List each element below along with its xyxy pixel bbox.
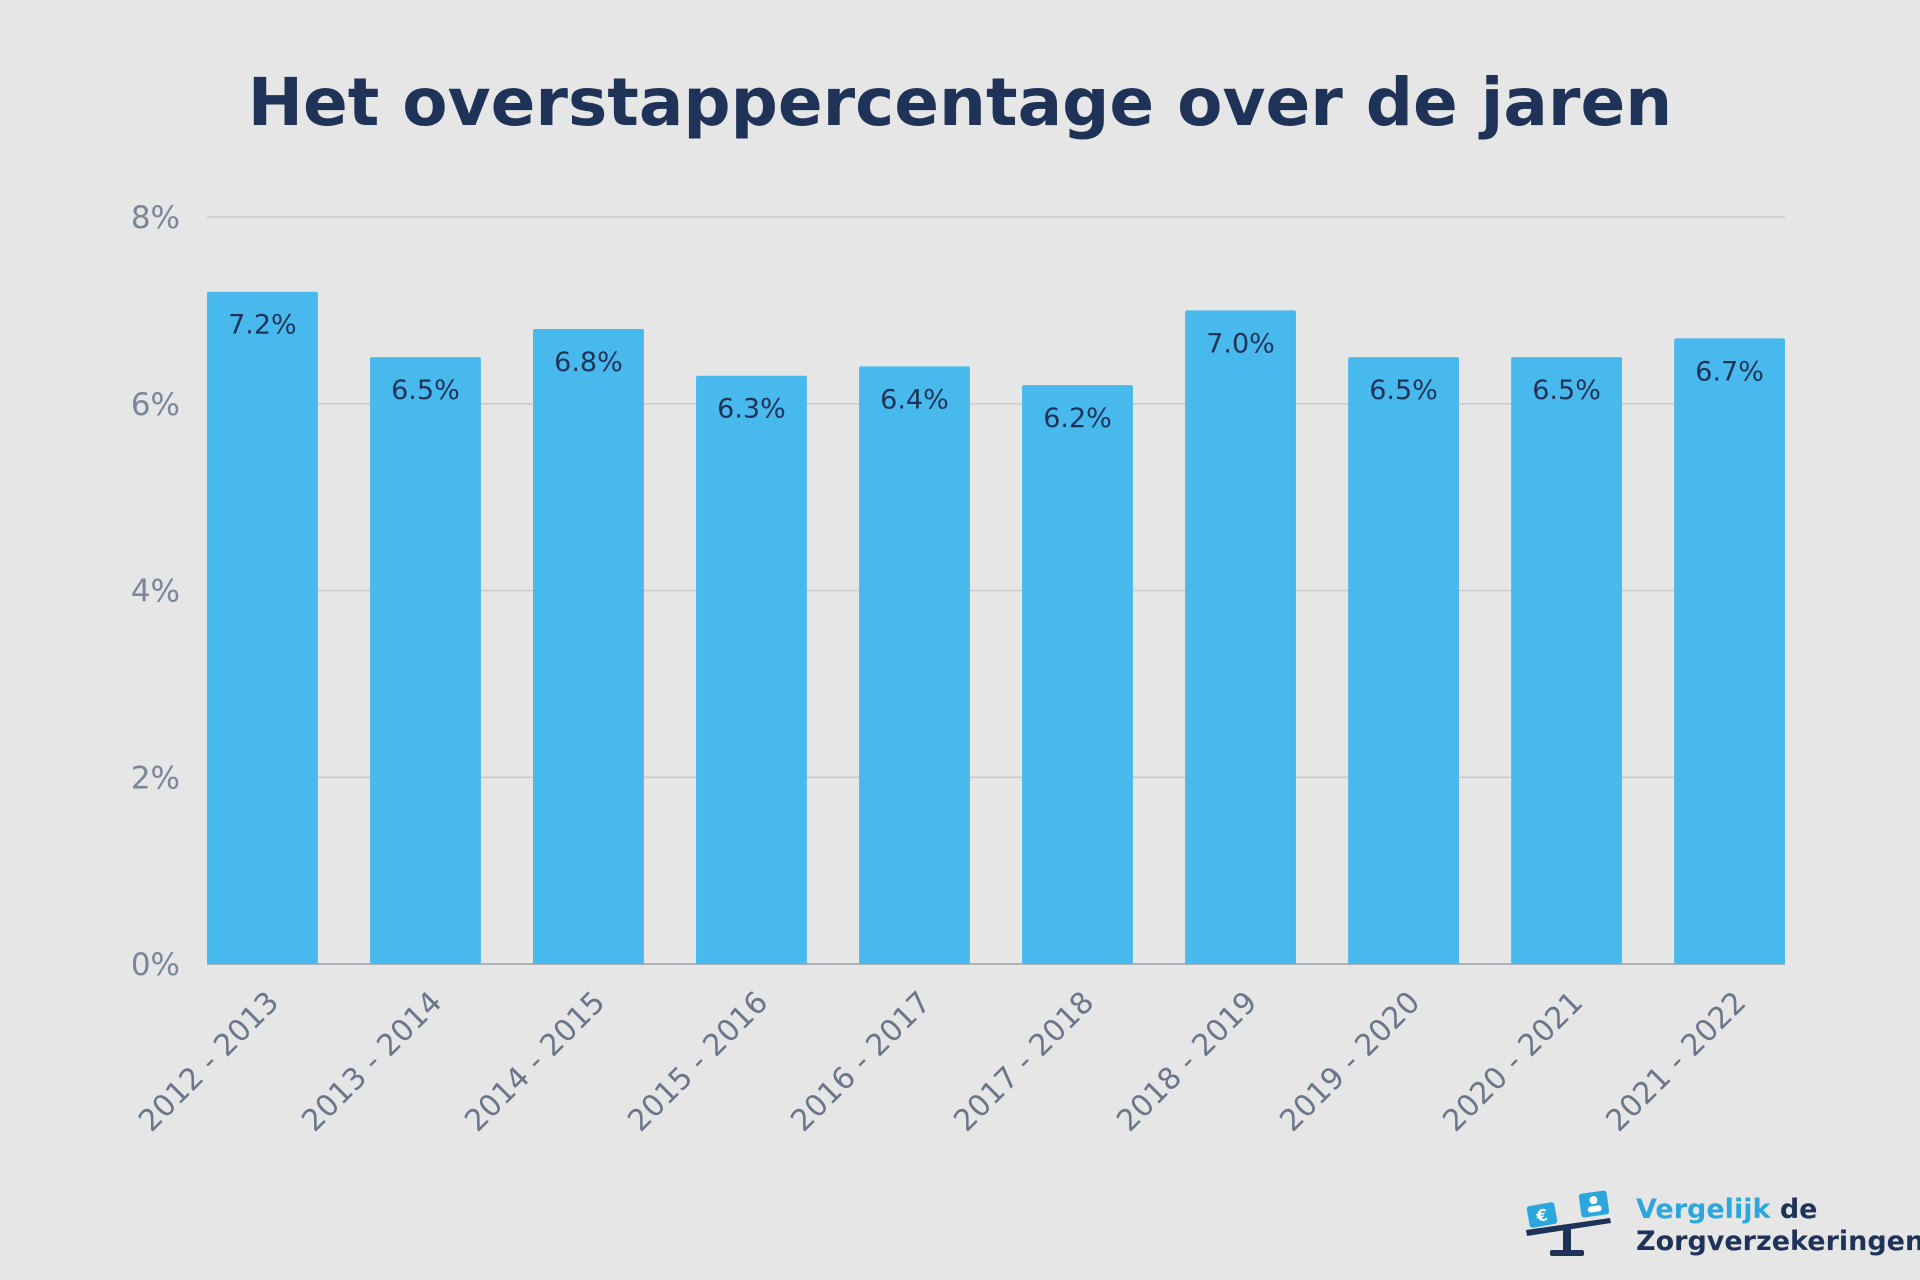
brand-word-de: de	[1779, 1194, 1818, 1225]
bar	[370, 357, 481, 964]
x-axis-ticks: 2012 - 2013 2013 - 2014 2014 - 2015 2015 - …	[132, 985, 1753, 1139]
x-tick-label: 2020 - 2021	[1436, 985, 1590, 1139]
x-tick-label: 2019 - 2020	[1273, 985, 1427, 1139]
x-tick-label: 2013 - 2014	[295, 985, 449, 1139]
y-tick-label: 6%	[131, 387, 180, 423]
data-label: 6.5%	[1532, 375, 1601, 406]
brand-name: Vergelijk de Zorgverzekeringen	[1636, 1194, 1920, 1258]
y-tick-label: 2%	[131, 760, 180, 796]
x-tick-label: 2021 - 2022	[1599, 985, 1753, 1139]
brand-logo: € Vergelijk de Zorgverzekeringen	[1522, 1190, 1920, 1260]
brand-word-vergelijk: Vergelijk	[1636, 1194, 1771, 1225]
bar	[696, 375, 807, 964]
y-axis-ticks: 0% 2% 4% 6% 8%	[131, 200, 180, 983]
x-tick-label: 2018 - 2019	[1110, 985, 1264, 1139]
bar	[1511, 357, 1622, 964]
y-tick-label: 4%	[131, 574, 180, 610]
data-label: 7.2%	[228, 310, 297, 341]
data-label: 6.5%	[1369, 375, 1438, 406]
x-tick-label: 2012 - 2013	[132, 985, 286, 1139]
data-labels: 7.2% 6.5% 6.8% 6.3% 6.4% 6.2% 7.0% 6.5% 6.5% 6.7%	[228, 310, 1764, 434]
bar	[1348, 357, 1459, 964]
bar	[1022, 385, 1133, 964]
x-tick-label: 2014 - 2015	[458, 985, 612, 1139]
data-label: 6.7%	[1695, 356, 1764, 387]
bar	[207, 291, 318, 964]
data-label: 7.0%	[1206, 328, 1275, 359]
data-label: 6.8%	[554, 347, 623, 378]
bar	[533, 329, 644, 964]
bar	[1185, 310, 1296, 964]
brand-word-zorgverzekeringen: Zorgverzekeringen	[1636, 1226, 1920, 1257]
data-label: 6.2%	[1043, 403, 1112, 434]
chart-title: Het overstappercentage over de jaren	[248, 64, 1672, 141]
x-tick-label: 2017 - 2018	[947, 985, 1101, 1139]
x-tick-label: 2016 - 2017	[784, 985, 938, 1139]
bar	[859, 366, 970, 964]
balance-scale-icon: €	[1526, 1190, 1611, 1256]
y-tick-label: 8%	[131, 200, 180, 236]
y-tick-label: 0%	[131, 947, 180, 983]
bar	[1674, 338, 1785, 964]
data-label: 6.4%	[880, 384, 949, 415]
bars	[207, 291, 1785, 964]
data-label: 6.5%	[391, 375, 460, 406]
x-tick-label: 2015 - 2016	[621, 985, 775, 1139]
svg-text:€: €	[1534, 1205, 1549, 1226]
data-label: 6.3%	[717, 394, 786, 425]
